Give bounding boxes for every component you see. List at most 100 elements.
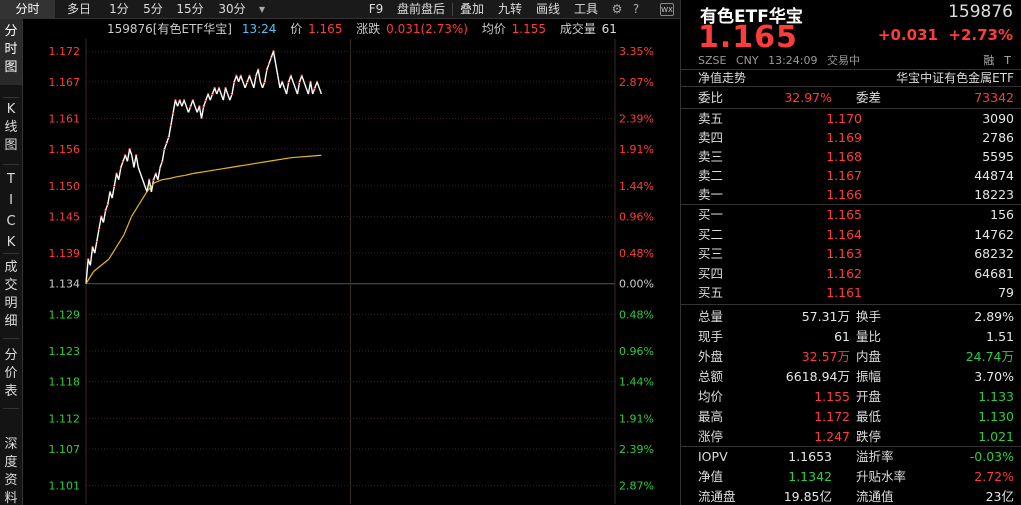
price-line-segment xyxy=(111,185,116,199)
weibi-value: 32.97% xyxy=(784,90,832,105)
nav-row[interactable]: 净值走势 华宝中证有色金属ETF xyxy=(681,69,1021,87)
premarket-button[interactable]: 盘前盘后 xyxy=(396,2,445,16)
ask-label: 卖一 xyxy=(698,187,724,202)
avg-line-segment xyxy=(245,163,254,166)
weicha-value: 73342 xyxy=(974,90,1014,105)
tab-30min[interactable]: 30分 xyxy=(218,2,246,16)
avg-line-segment xyxy=(154,179,163,184)
bid-volume: 14762 xyxy=(974,226,1014,242)
info-change: 0.031(2.73%) xyxy=(386,22,468,36)
side-tab-label: 深度资料 xyxy=(4,437,18,505)
side-tab-label: 分时图 xyxy=(4,24,18,75)
side-divider xyxy=(3,338,19,339)
stats-row: 总量 57.31万 换手 2.89% xyxy=(681,307,1021,326)
draw-line-button[interactable]: 画线 xyxy=(535,2,560,16)
ask-row: 卖一 1.166 18223 xyxy=(681,185,1021,204)
tab-fenshi[interactable]: 分时 xyxy=(0,0,55,19)
quote-time: 13:24:09 xyxy=(768,54,818,67)
etf-stats-row: 流通盘 19.85亿 流通值 23亿 xyxy=(681,487,1021,505)
side-tab-price-table[interactable]: 分价表 xyxy=(0,343,22,405)
ask-label: 卖二 xyxy=(698,168,724,183)
info-avg-label: 均价 xyxy=(481,22,506,36)
avg-line-segment xyxy=(214,168,223,171)
stat-value: 1.021 xyxy=(978,429,1014,444)
stat-label: 振幅 xyxy=(856,369,882,384)
stat-label: 最高 xyxy=(698,409,724,424)
help-icon[interactable]: ? xyxy=(632,2,640,16)
avg-line-segment xyxy=(115,234,125,248)
price-line-segment xyxy=(148,179,153,193)
etf-stats-row: 净值 1.1342 升贴水率 2.72% xyxy=(681,467,1021,486)
side-tab-trades[interactable]: 成交明细 xyxy=(0,255,22,335)
weibi-row: 委比 32.97% 委差 73342 xyxy=(681,88,1021,107)
chevron-down-icon[interactable]: ▾ xyxy=(258,2,266,16)
stat-value: 1.51 xyxy=(986,329,1014,344)
tools-button[interactable]: 工具 xyxy=(573,2,598,16)
bid-volume: 68232 xyxy=(974,246,1014,261)
info-change-label: 涨跌 xyxy=(356,22,381,36)
price-line-segment xyxy=(277,75,281,89)
percent-tick-label: 0.48% xyxy=(619,247,654,260)
price-line-segment xyxy=(218,87,222,95)
price-line-segment xyxy=(157,167,161,180)
stat-label: 升贴水率 xyxy=(856,469,907,484)
overlay-button[interactable]: 叠加 xyxy=(459,2,484,16)
side-tab-depth[interactable]: 深度资料 xyxy=(0,432,22,505)
stat-label: 跌停 xyxy=(856,429,882,444)
side-tab-fenshi[interactable]: 分时图 xyxy=(0,19,22,85)
divider xyxy=(681,446,1021,447)
price-line-segment xyxy=(222,87,227,101)
price-tick-label: 1.156 xyxy=(49,143,81,156)
stat-value: 1.1342 xyxy=(788,469,832,484)
stat-value: 32.57万 xyxy=(801,349,850,364)
nine-turn-button[interactable]: 九转 xyxy=(497,2,522,16)
price-line-segment xyxy=(89,246,94,266)
stat-label: IOPV xyxy=(698,449,728,464)
ask-price: 1.167 xyxy=(826,168,862,183)
avg-line-segment xyxy=(169,176,178,180)
stats-row: 总额 6618.94万 振幅 3.70% xyxy=(681,367,1021,386)
avg-line-segment xyxy=(199,170,208,173)
intraday-chart[interactable]: 159876[有色ETF华宝] 13:24 价 1.165 涨跌 0.031(2… xyxy=(23,19,680,505)
stat-label: 均价 xyxy=(698,389,724,404)
f9-button[interactable]: F9 xyxy=(368,2,384,16)
percent-tick-label: 1.91% xyxy=(619,412,654,425)
price-line-segment xyxy=(133,155,137,168)
last-price: 1.165 xyxy=(698,20,798,55)
tab-5min[interactable]: 5分 xyxy=(143,2,163,16)
weibi-label: 委比 xyxy=(698,90,724,105)
price-line-segment xyxy=(240,75,244,83)
bid-label: 买五 xyxy=(698,285,724,300)
security-name: 有色ETF华宝 xyxy=(700,7,803,27)
bid-volume: 64681 xyxy=(974,265,1014,281)
info-price-label: 价 xyxy=(290,22,303,36)
bid-label: 买二 xyxy=(698,226,724,242)
gear-icon[interactable]: ⚙ xyxy=(611,2,623,16)
tab-1min[interactable]: 1分 xyxy=(109,2,129,16)
bid-row: 买五 1.161 79 xyxy=(681,283,1021,302)
price-tick-label: 1.123 xyxy=(49,345,81,358)
price-tick-label: 1.112 xyxy=(49,412,81,425)
percent-tick-label: 0.96% xyxy=(619,345,654,358)
price-tick-label: 1.172 xyxy=(49,45,81,58)
wx-icon[interactable]: WX xyxy=(660,3,674,16)
price-line-segment xyxy=(285,81,290,95)
stat-label: 内盘 xyxy=(856,349,882,364)
avg-line-segment xyxy=(283,157,292,160)
change-value: +0.031 xyxy=(877,26,938,44)
price-tick-label: 1.150 xyxy=(49,180,81,193)
price-line-segment xyxy=(139,173,144,180)
percent-tick-label: 2.39% xyxy=(619,443,654,456)
nav-trend-label[interactable]: 净值走势 xyxy=(698,71,747,85)
tab-duori[interactable]: 多日 xyxy=(66,2,91,16)
stats-row: 外盘 32.57万 内盘 24.74万 xyxy=(681,347,1021,366)
stat-label: 换手 xyxy=(856,309,882,324)
avg-line-segment xyxy=(275,158,284,161)
avg-line-segment xyxy=(108,246,117,260)
stats-row: 涨停 1.247 跌停 1.021 xyxy=(681,427,1021,446)
stat-label: 净值 xyxy=(698,469,724,484)
tab-15min[interactable]: 15分 xyxy=(176,2,204,16)
